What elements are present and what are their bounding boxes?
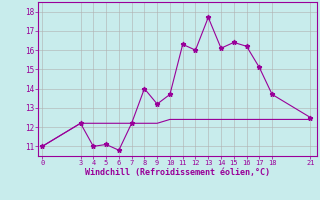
X-axis label: Windchill (Refroidissement éolien,°C): Windchill (Refroidissement éolien,°C) [85,168,270,177]
